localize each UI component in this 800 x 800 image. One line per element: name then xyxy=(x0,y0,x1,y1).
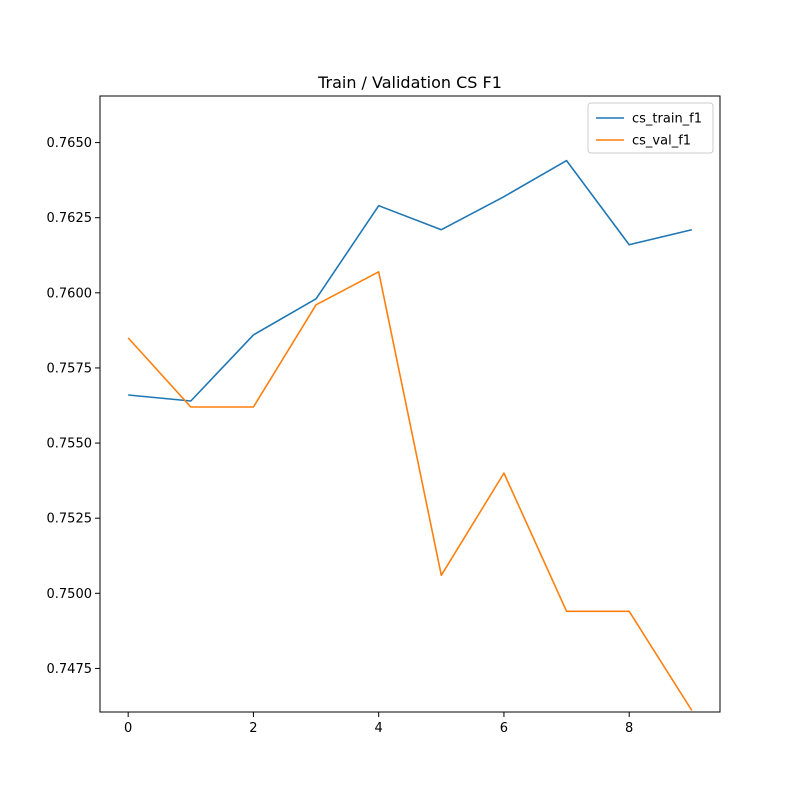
x-tick-label: 2 xyxy=(249,721,257,736)
x-tick-label: 0 xyxy=(124,721,132,736)
chart-title: Train / Validation CS F1 xyxy=(317,73,502,92)
x-tick-label: 4 xyxy=(375,721,383,736)
y-tick-label: 0.7525 xyxy=(47,512,93,527)
x-tick-label: 6 xyxy=(500,721,508,736)
x-axis: 0 2 4 6 8 xyxy=(124,712,633,736)
series-line-cs_val_f1 xyxy=(127,270,693,711)
legend-label: cs_val_f1 xyxy=(632,134,691,149)
y-tick-label: 0.7600 xyxy=(47,286,93,301)
y-tick-label: 0.7500 xyxy=(47,587,93,602)
y-tick-label: 0.7475 xyxy=(47,662,93,677)
legend: cs_train_f1 cs_val_f1 xyxy=(587,102,714,154)
y-tick-label: 0.7575 xyxy=(47,361,93,376)
series-line-cs_train_f1 xyxy=(128,159,693,402)
y-tick-label: 0.7625 xyxy=(47,211,93,226)
x-tick-label: 8 xyxy=(625,721,633,736)
series-layer xyxy=(127,159,693,711)
y-axis: 0.7475 0.7500 0.7525 0.7550 0.7575 0.7600 0.76… xyxy=(47,136,100,677)
legend-label: cs_train_f1 xyxy=(632,112,702,127)
plot-frame xyxy=(99,95,721,713)
y-tick-label: 0.7650 xyxy=(47,136,93,151)
y-tick-label: 0.7550 xyxy=(47,437,93,452)
